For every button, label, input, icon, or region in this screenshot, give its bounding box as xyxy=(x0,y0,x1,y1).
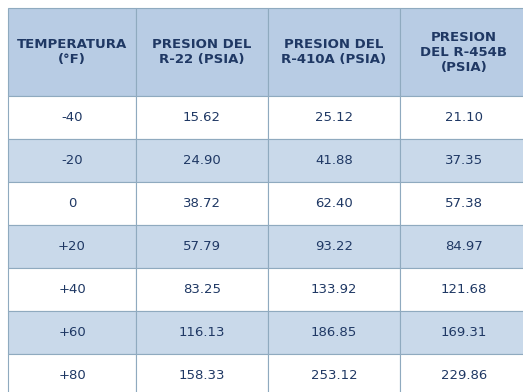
Bar xyxy=(8,268,136,311)
Bar xyxy=(400,354,523,392)
Bar xyxy=(8,139,136,182)
Text: +80: +80 xyxy=(58,369,86,382)
Bar xyxy=(136,8,268,96)
Text: 158.33: 158.33 xyxy=(179,369,225,382)
Text: 169.31: 169.31 xyxy=(441,326,487,339)
Text: 21.10: 21.10 xyxy=(445,111,483,124)
Bar xyxy=(268,225,400,268)
Bar xyxy=(136,96,268,139)
Bar xyxy=(268,354,400,392)
Text: 116.13: 116.13 xyxy=(179,326,225,339)
Text: -40: -40 xyxy=(61,111,83,124)
Text: 57.38: 57.38 xyxy=(445,197,483,210)
Text: 24.90: 24.90 xyxy=(183,154,221,167)
Bar xyxy=(8,8,136,96)
Text: 186.85: 186.85 xyxy=(311,326,357,339)
Text: 15.62: 15.62 xyxy=(183,111,221,124)
Text: PRESION
DEL R-454B
(PSIA): PRESION DEL R-454B (PSIA) xyxy=(420,31,507,74)
Bar xyxy=(136,182,268,225)
Text: +60: +60 xyxy=(58,326,86,339)
Text: 253.12: 253.12 xyxy=(311,369,357,382)
Text: PRESION DEL
R-410A (PSIA): PRESION DEL R-410A (PSIA) xyxy=(281,38,386,66)
Bar xyxy=(268,311,400,354)
Text: 121.68: 121.68 xyxy=(441,283,487,296)
Bar xyxy=(136,268,268,311)
Text: 62.40: 62.40 xyxy=(315,197,353,210)
Text: PRESION DEL
R-22 (PSIA): PRESION DEL R-22 (PSIA) xyxy=(152,38,252,66)
Text: 229.86: 229.86 xyxy=(441,369,487,382)
Bar xyxy=(136,139,268,182)
Text: 41.88: 41.88 xyxy=(315,154,353,167)
Bar xyxy=(136,354,268,392)
Text: 38.72: 38.72 xyxy=(183,197,221,210)
Bar xyxy=(8,96,136,139)
Text: 83.25: 83.25 xyxy=(183,283,221,296)
Bar xyxy=(400,182,523,225)
Text: 0: 0 xyxy=(68,197,76,210)
Bar xyxy=(268,139,400,182)
Bar xyxy=(268,268,400,311)
Text: 93.22: 93.22 xyxy=(315,240,353,253)
Bar xyxy=(400,139,523,182)
Bar xyxy=(268,8,400,96)
Text: 57.79: 57.79 xyxy=(183,240,221,253)
Bar xyxy=(8,311,136,354)
Text: 37.35: 37.35 xyxy=(445,154,483,167)
Text: 25.12: 25.12 xyxy=(315,111,353,124)
Bar xyxy=(8,354,136,392)
Text: 133.92: 133.92 xyxy=(311,283,357,296)
Bar xyxy=(136,311,268,354)
Text: +40: +40 xyxy=(58,283,86,296)
Text: +20: +20 xyxy=(58,240,86,253)
Text: -20: -20 xyxy=(61,154,83,167)
Bar xyxy=(400,96,523,139)
Text: 84.97: 84.97 xyxy=(445,240,483,253)
Bar xyxy=(400,8,523,96)
Bar xyxy=(268,96,400,139)
Bar xyxy=(400,225,523,268)
Text: TEMPERATURA
(°F): TEMPERATURA (°F) xyxy=(17,38,127,66)
Bar xyxy=(400,268,523,311)
Bar xyxy=(136,225,268,268)
Bar xyxy=(8,225,136,268)
Bar xyxy=(268,182,400,225)
Bar xyxy=(400,311,523,354)
Bar xyxy=(8,182,136,225)
